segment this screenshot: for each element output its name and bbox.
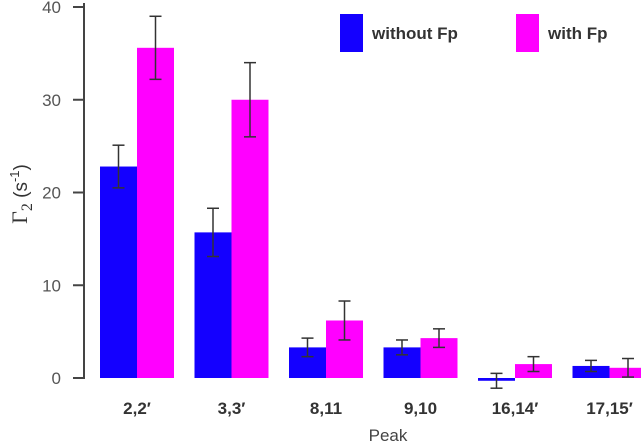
x-tick-label: 8,11: [310, 399, 342, 418]
y-tick-label: 20: [42, 184, 61, 203]
y-axis-title-unit: (s: [11, 182, 32, 203]
y-tick-label: 10: [42, 276, 61, 295]
y-axis-title-unit-close: ): [11, 164, 32, 170]
x-tick-label: 9,10: [404, 399, 437, 418]
error-bars: [112, 15, 634, 389]
x-tick-label: 2,2′: [123, 399, 151, 418]
x-tick-label: 3,3′: [218, 399, 246, 418]
y-tick-label: 30: [42, 91, 61, 110]
x-tick-label: 16,14′: [492, 399, 539, 418]
bar-with-fp: [231, 99, 269, 378]
legend-swatch-without-fp: [340, 14, 363, 52]
y-axis-title-symbol: Γ: [7, 211, 32, 224]
x-axis-title: Peak: [369, 426, 408, 445]
y-tick-label: 0: [52, 369, 61, 388]
y-tick-label: 40: [42, 0, 61, 17]
bar-without-fp: [100, 166, 137, 378]
y-ticks: 0 10 20 30 40: [42, 0, 84, 388]
x-tick-label: 17,15′: [586, 399, 633, 418]
y-axis-title: Γ2 (s-1): [7, 164, 36, 224]
bars: [100, 47, 641, 381]
legend-label-without-fp: without Fp: [371, 24, 458, 43]
bar-with-fp: [137, 47, 174, 379]
legend: without Fp with Fp: [340, 14, 607, 52]
legend-swatch-with-fp: [516, 14, 539, 52]
bar-with-fp: [609, 367, 641, 378]
legend-label-with-fp: with Fp: [547, 24, 607, 43]
y-axis-title-unit-exponent: -1: [7, 170, 22, 182]
y-axis-title-subscript: 2: [19, 203, 36, 211]
x-tick-labels: 2,2′ 3,3′ 8,11 9,10 16,14′ 17,15′: [123, 399, 633, 418]
